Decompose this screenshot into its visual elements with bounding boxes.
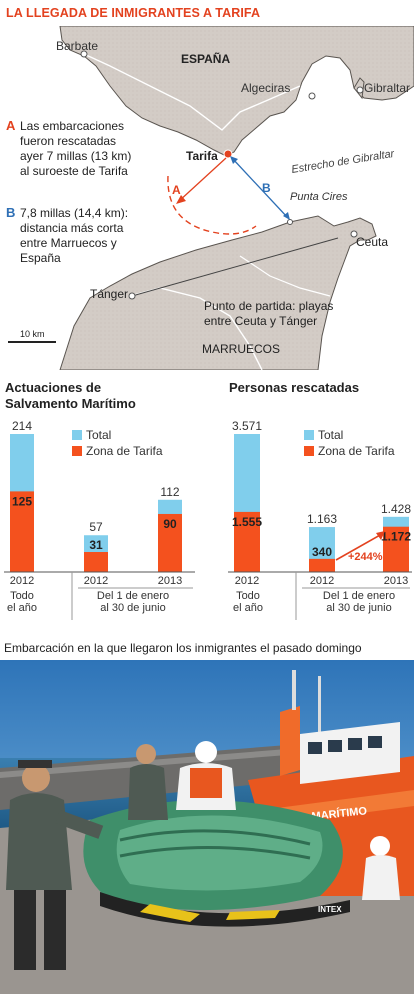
- value-label-zona: 340: [312, 545, 332, 559]
- punta-cires-label: Punta Cires: [290, 191, 348, 203]
- value-label-total: 3.571: [232, 419, 262, 433]
- tanger-dot: [128, 292, 136, 300]
- ceuta-dot: [350, 230, 358, 238]
- morocco-land: [59, 215, 377, 370]
- legend-label-zona: Zona de Tarifa: [318, 444, 395, 458]
- departure-note: Punto de partida: playas entre Ceuta y T…: [204, 299, 337, 328]
- value-label-total: 112: [160, 485, 179, 499]
- personas-title: Personas rescatadas: [229, 380, 360, 395]
- legend-swatch-total: [304, 430, 314, 440]
- tick-label: 2012: [10, 575, 34, 587]
- legend-swatch-total: [72, 430, 82, 440]
- note-a-text: Las embarcaciones fueron rescatadas ayer…: [20, 119, 135, 178]
- legend-label-total: Total: [318, 428, 343, 442]
- legend-swatch-zona: [72, 446, 82, 456]
- group-label: Del 1 de enero: [323, 590, 395, 602]
- person-rescuer: [176, 741, 236, 810]
- group-label: el año: [233, 602, 263, 614]
- algeciras-dot: [308, 92, 316, 100]
- bar-zona: [84, 552, 108, 572]
- value-label-zona: 31: [89, 538, 103, 552]
- rescue-photo: MARÍTIMO INTEX: [0, 660, 414, 994]
- arrow-a-label: A: [172, 183, 181, 197]
- group-label: al 30 de junio: [100, 602, 165, 614]
- algeciras-label: Algeciras: [241, 81, 290, 95]
- tick-label: 2012: [84, 575, 108, 587]
- growth-arrow-head: [376, 531, 385, 540]
- spain-land: [59, 26, 414, 157]
- growth-arrow: [335, 533, 383, 561]
- legend-label-total: Total: [86, 428, 111, 442]
- value-label-total: 214: [12, 419, 32, 433]
- value-label-zona: 1.172: [381, 530, 411, 544]
- person-right: [362, 836, 400, 900]
- marruecos-label: MARRUECOS: [202, 342, 280, 356]
- page-title: LA LLEGADA DE INMIGRANTES A TARIFA: [6, 6, 261, 20]
- note-a-letter: A: [6, 118, 16, 133]
- legend-swatch-zona: [304, 446, 314, 456]
- espana-label: ESPAÑA: [181, 51, 230, 66]
- note-b-text: 7,8 millas (14,4 km): distancia más cort…: [20, 206, 131, 265]
- person-officer-front: [6, 760, 104, 970]
- group-label: Todo: [10, 590, 34, 602]
- inflatable-boat: INTEX: [83, 800, 350, 927]
- legend-label-zona: Zona de Tarifa: [86, 444, 163, 458]
- value-label-total: 57: [89, 520, 103, 534]
- scale-label: 10 km: [20, 329, 45, 339]
- group-label: Todo: [236, 590, 260, 602]
- gibraltar-dot: [356, 86, 364, 94]
- photo-caption: Embarcación en la que llegaron los inmig…: [4, 641, 362, 655]
- note-b-letter: B: [6, 205, 15, 220]
- tick-label: 2012: [235, 575, 259, 587]
- tick-label: 2012: [310, 575, 334, 587]
- growth-annotation: +244%: [348, 551, 383, 563]
- value-label-zona: 125: [12, 494, 32, 508]
- barbate-label: Barbate: [56, 39, 98, 53]
- group-label: el año: [7, 602, 37, 614]
- boat-brand: INTEX: [318, 905, 342, 914]
- bar-charts: 214 125 2012 57 31 2012 112 90 2013 Total Zona de …: [4, 419, 412, 620]
- bar-zona: [158, 513, 182, 572]
- arrow-b-label: B: [262, 181, 271, 195]
- value-label-zona: 90: [163, 517, 177, 531]
- value-label-total: 1.428: [381, 502, 411, 516]
- strait-map: Barbate ESPAÑA Algeciras Gibraltar Tarif…: [0, 26, 414, 370]
- bar-zona: [234, 511, 260, 572]
- gibraltar-label: Gibraltar: [364, 81, 410, 95]
- bar-zona: [10, 491, 34, 572]
- tick-label: 2013: [158, 575, 182, 587]
- tarifa-label: Tarifa: [186, 149, 218, 163]
- group-label: Del 1 de enero: [97, 590, 169, 602]
- bar-zona: [383, 526, 409, 572]
- group-label: al 30 de junio: [326, 602, 391, 614]
- bar-zona: [309, 558, 335, 572]
- ship-text: MARÍTIMO: [311, 804, 368, 823]
- tick-label: 2013: [384, 575, 408, 587]
- value-label-zona: 1.555: [232, 515, 262, 529]
- actuaciones-title: Actuaciones de Salvamento Marítimo: [5, 380, 136, 411]
- rescue-arc: [167, 175, 257, 235]
- barbate-dot: [80, 50, 88, 58]
- person-officer-back: [128, 744, 168, 820]
- punta-cires-dot: [287, 219, 293, 225]
- ceuta-label: Ceuta: [356, 235, 388, 249]
- value-label-total: 1.163: [307, 512, 337, 526]
- tanger-label: Tánger: [90, 287, 128, 301]
